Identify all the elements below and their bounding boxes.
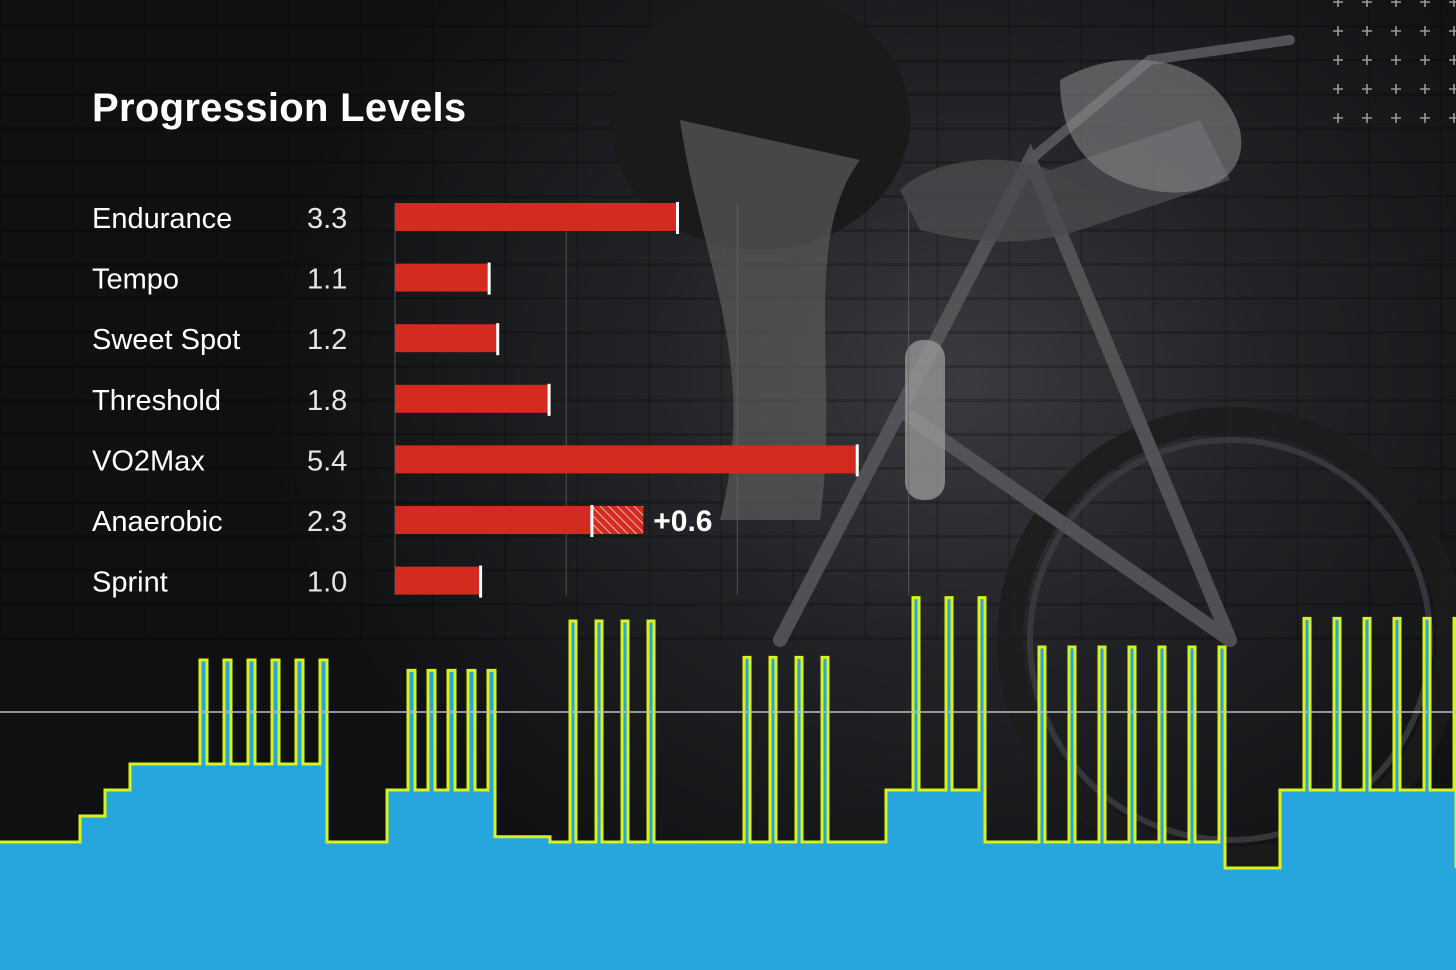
level-marker — [675, 202, 679, 234]
plus-mark — [1420, 55, 1430, 65]
bar-sweet-spot — [395, 324, 498, 353]
chart-value-labels: 3.3 1.1 1.2 1.8 5.4 2.3 1.0 — [307, 203, 347, 599]
value-label: 1.0 — [307, 567, 347, 599]
value-label: 2.3 — [307, 506, 347, 538]
level-marker — [590, 505, 594, 537]
plus-mark — [1333, 113, 1343, 123]
plus-mark — [1449, 55, 1456, 65]
plus-mark — [1449, 84, 1456, 94]
bar-anaerobic — [395, 506, 592, 534]
plus-mark — [1420, 0, 1430, 7]
plus-mark — [1420, 113, 1430, 123]
level-marker — [496, 323, 500, 356]
plus-mark — [1449, 113, 1456, 123]
level-marker — [855, 444, 859, 477]
category-label: Sprint — [92, 567, 168, 599]
bar-endurance — [395, 203, 678, 231]
bar-vo2max — [395, 445, 858, 474]
chart-title: Progression Levels — [92, 86, 467, 130]
bar-increase — [591, 506, 644, 534]
value-label: 5.4 — [307, 445, 347, 477]
category-label: Threshold — [92, 385, 221, 417]
category-label: Anaerobic — [92, 506, 223, 538]
workout-profile — [0, 596, 1456, 970]
category-label: Endurance — [92, 203, 232, 235]
increase-label: +0.6 — [653, 505, 712, 538]
category-label: Tempo — [92, 264, 179, 296]
plus-mark — [1449, 26, 1456, 36]
level-marker — [547, 383, 551, 416]
plus-mark — [1333, 26, 1343, 36]
plus-mark — [1449, 0, 1456, 7]
value-label: 1.1 — [307, 264, 347, 296]
category-label: Sweet Spot — [92, 324, 240, 356]
plus-mark — [1333, 55, 1343, 65]
value-label: 1.2 — [307, 324, 347, 356]
plus-mark — [1333, 0, 1343, 7]
value-label: 3.3 — [307, 203, 347, 235]
plus-mark — [1391, 55, 1401, 65]
plus-mark — [1362, 84, 1372, 94]
plus-mark — [1391, 0, 1401, 7]
plus-mark — [1391, 26, 1401, 36]
plus-mark — [1420, 84, 1430, 94]
bar-threshold — [395, 384, 550, 413]
bar-sprint — [395, 566, 481, 595]
plus-mark — [1362, 55, 1372, 65]
bar-tempo — [395, 263, 490, 292]
plus-mark — [1420, 26, 1430, 36]
plus-mark — [1391, 84, 1401, 94]
plus-mark — [1362, 26, 1372, 36]
workout-area — [0, 597, 1456, 970]
chart-category-labels: Endurance Tempo Sweet Spot Threshold VO2Max A… — [92, 203, 240, 599]
value-label: 1.8 — [307, 385, 347, 417]
plus-mark — [1362, 113, 1372, 123]
plus-pattern-decoration — [1333, 0, 1456, 123]
level-marker — [479, 565, 483, 598]
chart-bars: +0.6 — [395, 202, 859, 598]
level-marker — [487, 262, 491, 295]
plus-mark — [1333, 84, 1343, 94]
workout-outline — [0, 596, 1456, 870]
plus-mark — [1391, 113, 1401, 123]
plus-mark — [1362, 0, 1372, 7]
category-label: VO2Max — [92, 445, 205, 477]
